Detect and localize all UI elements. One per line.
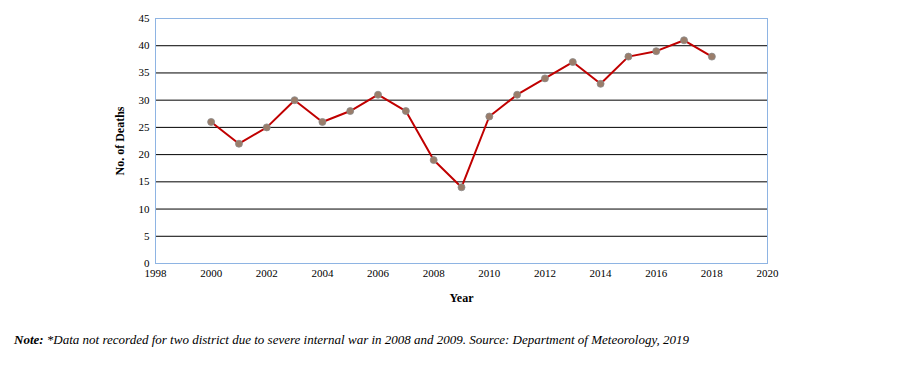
svg-text:15: 15 xyxy=(139,175,151,187)
svg-text:2020: 2020 xyxy=(757,267,780,279)
svg-text:No. of Deaths: No. of Deaths xyxy=(113,106,127,175)
svg-text:25: 25 xyxy=(139,121,151,133)
svg-text:2012: 2012 xyxy=(534,267,556,279)
svg-text:2000: 2000 xyxy=(200,267,223,279)
svg-text:Year: Year xyxy=(450,291,475,305)
svg-text:10: 10 xyxy=(139,203,151,215)
svg-text:1998: 1998 xyxy=(145,267,168,279)
svg-text:0: 0 xyxy=(144,257,150,269)
svg-text:40: 40 xyxy=(139,39,151,51)
svg-text:2004: 2004 xyxy=(311,267,334,279)
svg-text:35: 35 xyxy=(139,66,151,78)
svg-text:30: 30 xyxy=(139,94,151,106)
svg-text:45: 45 xyxy=(139,12,151,24)
svg-text:2014: 2014 xyxy=(590,267,613,279)
svg-text:2018: 2018 xyxy=(701,267,724,279)
svg-text:2010: 2010 xyxy=(478,267,501,279)
svg-text:2006: 2006 xyxy=(367,267,390,279)
svg-text:5: 5 xyxy=(144,230,150,242)
html-text:Note: *Data not recorded for t: Note: *Data not recorded for two distric… xyxy=(14,332,689,347)
svg-text:20: 20 xyxy=(139,148,151,160)
svg-text:2008: 2008 xyxy=(423,267,446,279)
svg-text:2016: 2016 xyxy=(645,267,668,279)
svg-text:2002: 2002 xyxy=(256,267,278,279)
